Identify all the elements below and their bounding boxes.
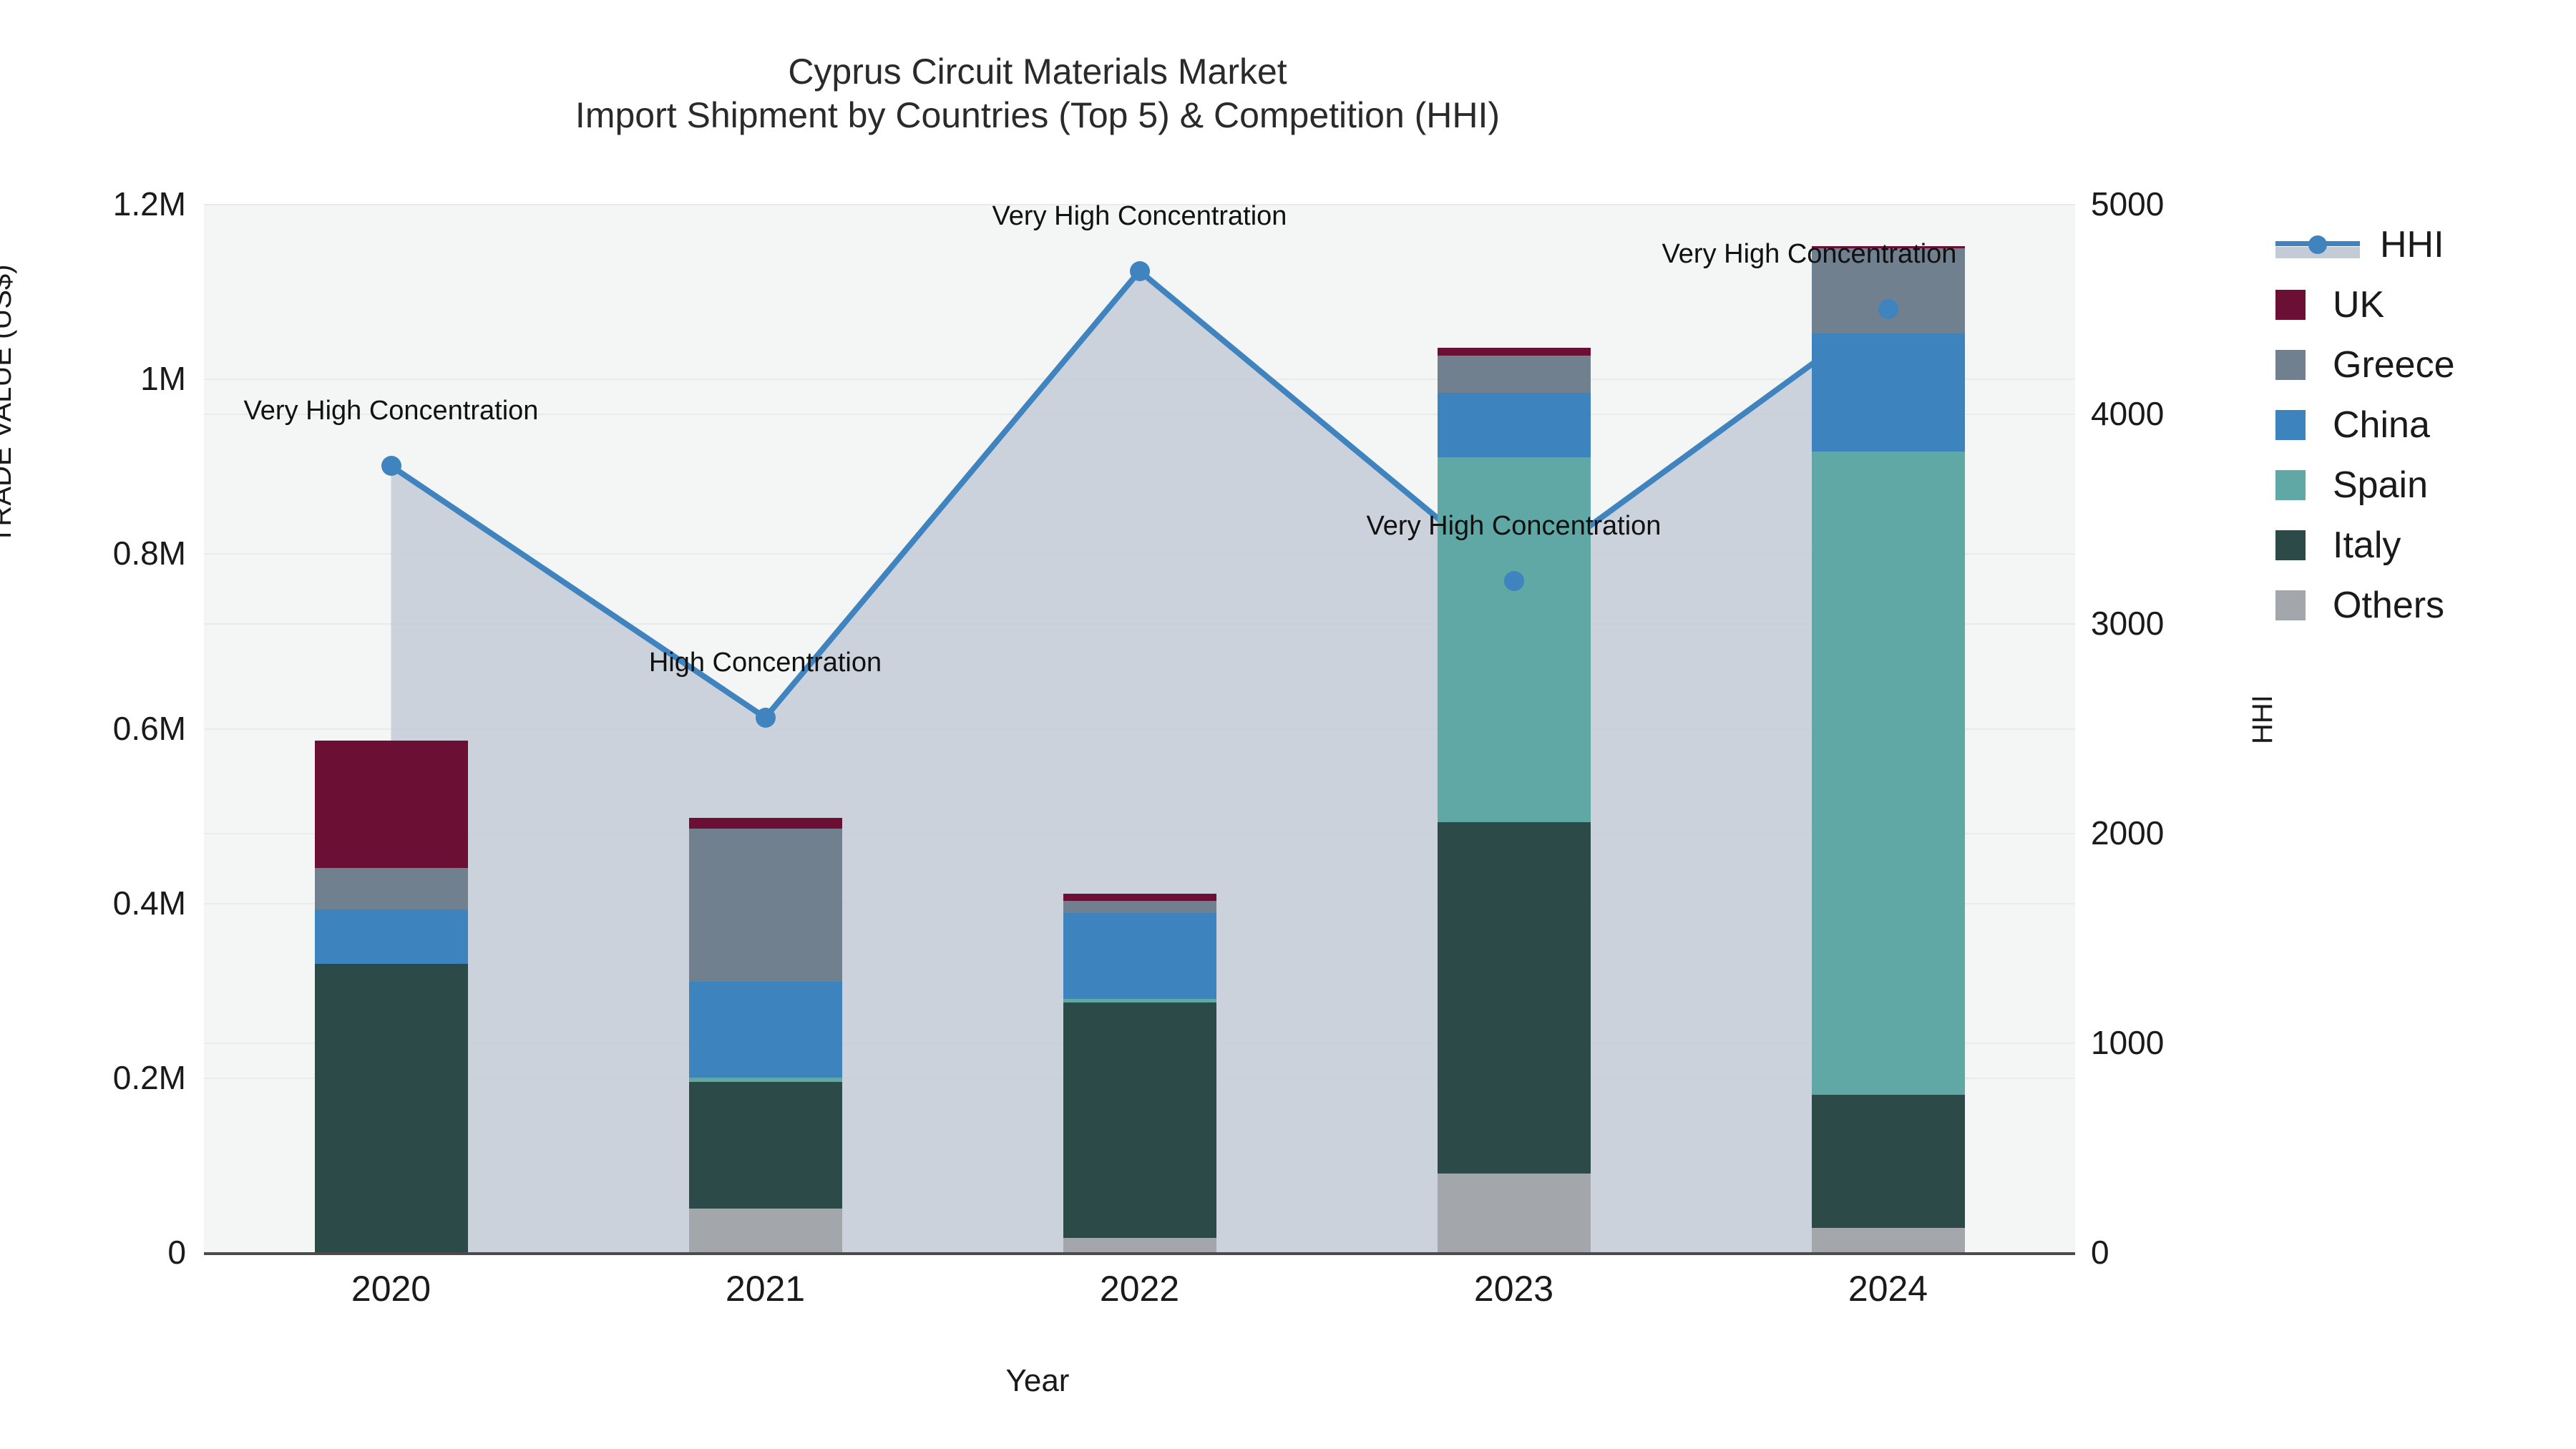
- y-axis-left-label: TRADE VALUE (US$): [0, 264, 17, 544]
- bar-segment-italy-2023[interactable]: [1437, 822, 1591, 1174]
- bar-segment-china-2021[interactable]: [688, 981, 842, 1078]
- bar-segment-uk-2024[interactable]: [1811, 245, 1965, 249]
- legend-item-spain[interactable]: Spain: [2275, 455, 2576, 515]
- bar-segment-china-2020[interactable]: [314, 909, 468, 965]
- annotation-2024: Very High Concentration: [1662, 238, 1957, 269]
- legend-label: Spain: [2333, 464, 2428, 506]
- annotation-2020: Very High Concentration: [243, 396, 539, 426]
- bar-segment-greece-2020[interactable]: [314, 867, 468, 910]
- bar-segment-others-2022[interactable]: [1063, 1238, 1216, 1252]
- x-axis-line: [204, 1252, 2075, 1255]
- bar-segment-spain-2021[interactable]: [688, 1077, 842, 1082]
- y-tick-left: 0.4M: [112, 884, 186, 922]
- bar-segment-others-2021[interactable]: [688, 1208, 842, 1252]
- hhi-marker-2022[interactable]: [1129, 260, 1150, 281]
- chart-title-block: Cyprus Circuit Materials Market Import S…: [0, 50, 2075, 137]
- y-tick-left: 0.6M: [112, 709, 186, 747]
- annotation-2022: Very High Concentration: [992, 200, 1287, 231]
- bar-segment-uk-2023[interactable]: [1437, 348, 1591, 356]
- y-tick-right: 5000: [2091, 185, 2165, 223]
- bar-segment-italy-2022[interactable]: [1063, 1002, 1216, 1239]
- stacked-bar-2022[interactable]: [1063, 894, 1216, 1252]
- y-tick-left: 0: [167, 1234, 186, 1271]
- hhi-marker-2020[interactable]: [381, 456, 401, 477]
- bar-segment-greece-2022[interactable]: [1063, 901, 1216, 914]
- stacked-bar-2023[interactable]: [1437, 348, 1591, 1252]
- hhi-line-swatch-icon: [2275, 230, 2360, 260]
- legend-item-hhi[interactable]: HHI: [2275, 215, 2576, 275]
- bar-segment-italy-2020[interactable]: [314, 964, 468, 1252]
- x-tick-2024: 2024: [1848, 1269, 1928, 1309]
- bar-segment-greece-2021[interactable]: [688, 828, 842, 982]
- legend-label: UK: [2333, 284, 2385, 326]
- bar-segment-spain-2024[interactable]: [1811, 451, 1965, 1096]
- y-tick-right: 2000: [2091, 814, 2165, 852]
- annotation-2023: Very High Concentration: [1366, 511, 1662, 542]
- y-tick-right: 1000: [2091, 1024, 2165, 1061]
- bar-segment-spain-2022[interactable]: [1063, 998, 1216, 1002]
- y-tick-right: 3000: [2091, 605, 2165, 642]
- legend-swatch-icon: [2275, 350, 2306, 380]
- bar-segment-uk-2021[interactable]: [688, 818, 842, 829]
- legend-label: China: [2333, 404, 2430, 446]
- hhi-marker-2021[interactable]: [755, 707, 776, 728]
- legend-swatch-icon: [2275, 290, 2306, 320]
- legend-label: Greece: [2333, 344, 2455, 386]
- bar-segment-uk-2020[interactable]: [314, 740, 468, 868]
- legend-swatch-icon: [2275, 470, 2306, 500]
- bar-segment-italy-2024[interactable]: [1811, 1095, 1965, 1228]
- bar-segment-spain-2023[interactable]: [1437, 457, 1591, 823]
- legend-item-greece[interactable]: Greece: [2275, 335, 2576, 395]
- x-axis-label: Year: [1005, 1363, 1070, 1398]
- bar-segment-italy-2021[interactable]: [688, 1081, 842, 1209]
- bar-segment-china-2023[interactable]: [1437, 392, 1591, 458]
- chart-title: Cyprus Circuit Materials Market: [788, 52, 1287, 92]
- legend-label: HHI: [2380, 224, 2444, 265]
- legend-item-china[interactable]: China: [2275, 395, 2576, 455]
- bar-segment-greece-2023[interactable]: [1437, 356, 1591, 393]
- legend-item-others[interactable]: Others: [2275, 575, 2576, 635]
- hhi-marker-2023[interactable]: [1503, 571, 1524, 592]
- bar-segment-others-2023[interactable]: [1437, 1174, 1591, 1252]
- x-tick-2020: 2020: [351, 1269, 431, 1309]
- legend-swatch-icon: [2275, 590, 2306, 620]
- bar-segment-uk-2022[interactable]: [1063, 894, 1216, 902]
- bar-segment-others-2024[interactable]: [1811, 1227, 1965, 1252]
- y-tick-left: 0.8M: [112, 535, 186, 572]
- annotation-2021: High Concentration: [648, 647, 882, 678]
- stacked-bar-2020[interactable]: [314, 740, 468, 1252]
- legend-item-uk[interactable]: UK: [2275, 275, 2576, 335]
- plot-area: [204, 204, 2075, 1252]
- legend-item-italy[interactable]: Italy: [2275, 515, 2576, 575]
- x-tick-2023: 2023: [1473, 1269, 1554, 1309]
- bar-segment-china-2022[interactable]: [1063, 913, 1216, 999]
- x-tick-2022: 2022: [1099, 1269, 1180, 1309]
- chart-legend: HHI UK Greece China Spain Italy Others: [2275, 215, 2576, 635]
- x-tick-2021: 2021: [725, 1269, 806, 1309]
- stacked-bar-2024[interactable]: [1811, 245, 1965, 1252]
- bar-segment-greece-2024[interactable]: [1811, 248, 1965, 333]
- y-tick-left: 1.2M: [112, 185, 186, 223]
- bar-segment-china-2024[interactable]: [1811, 333, 1965, 452]
- legend-swatch-icon: [2275, 410, 2306, 440]
- hhi-marker-2024[interactable]: [1878, 298, 1898, 319]
- y-axis-right-label: HHI: [2247, 695, 2278, 744]
- y-tick-right: 0: [2091, 1234, 2109, 1271]
- legend-label: Italy: [2333, 525, 2401, 566]
- y-tick-left: 0.2M: [112, 1058, 186, 1096]
- y-tick-right: 4000: [2091, 395, 2165, 432]
- chart-subtitle: Import Shipment by Countries (Top 5) & C…: [575, 95, 1501, 135]
- legend-label: Others: [2333, 585, 2445, 626]
- stacked-bar-2021[interactable]: [688, 818, 842, 1252]
- legend-swatch-icon: [2275, 530, 2306, 560]
- gridline: [204, 204, 2075, 205]
- y-tick-left: 1M: [140, 360, 186, 398]
